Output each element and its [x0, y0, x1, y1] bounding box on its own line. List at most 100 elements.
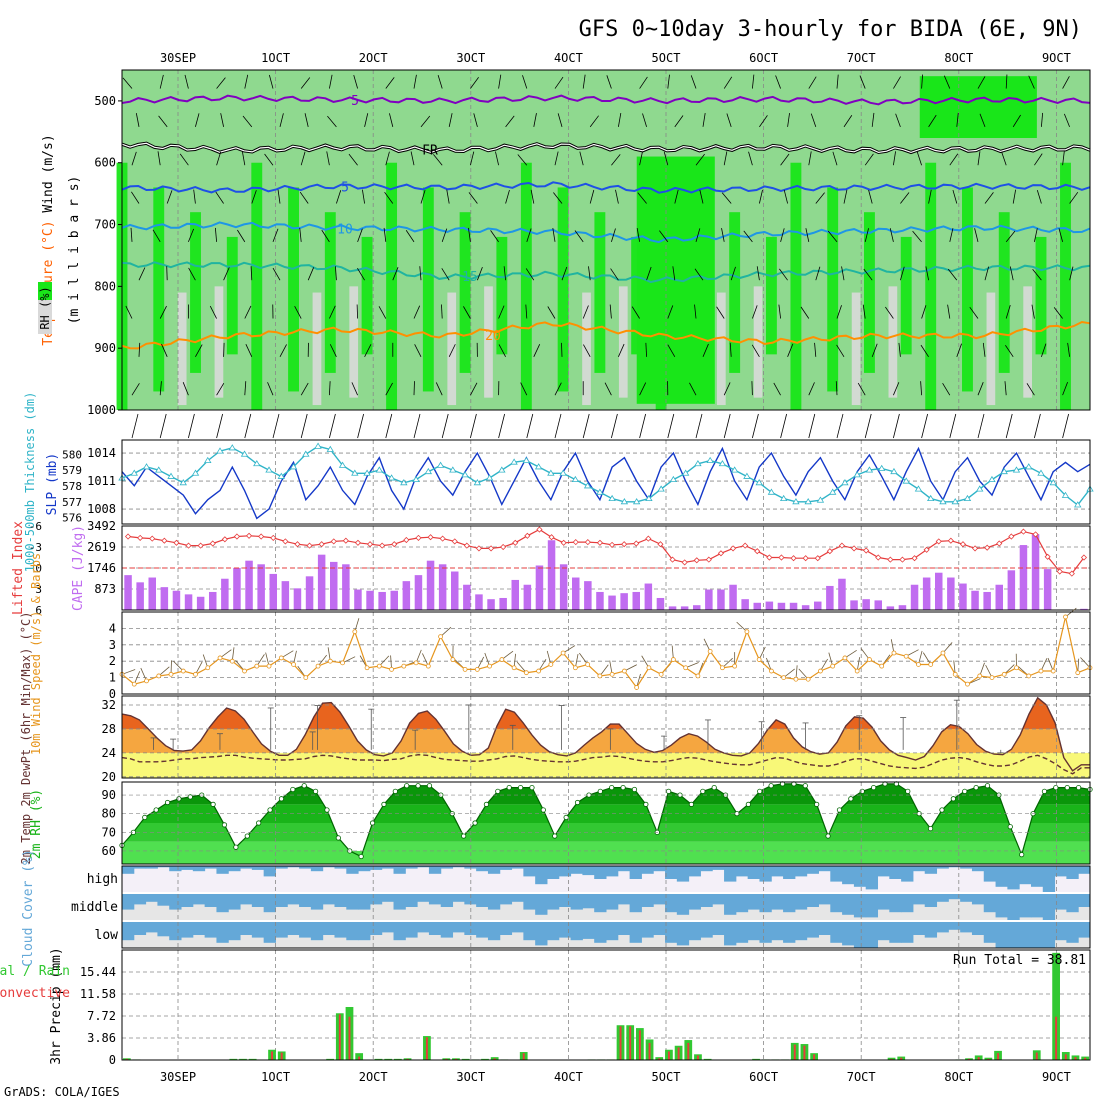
time-label-bottom: 1OCT	[261, 1070, 290, 1084]
rh-marker	[142, 814, 148, 821]
rh-marker	[540, 807, 546, 813]
cape-bar	[160, 587, 169, 610]
wind-marker	[536, 668, 542, 674]
wind-barb	[498, 344, 506, 358]
thickness-tick-label: 578	[62, 480, 82, 493]
wind-marker	[744, 629, 750, 635]
ylabel-mb: (m i l l i b a r s)	[67, 176, 82, 325]
thickness-marker	[449, 466, 457, 473]
wind-barb	[702, 112, 706, 127]
thickness-marker	[265, 466, 273, 473]
li-marker	[439, 535, 446, 542]
cloud-cell	[1042, 894, 1056, 920]
wind-marker	[781, 675, 787, 680]
wind-barb	[307, 267, 315, 281]
rh-moist-cell	[631, 236, 643, 355]
li-marker	[802, 555, 809, 562]
cape-bar	[450, 571, 459, 610]
cape-tick-label: 873	[94, 582, 116, 596]
wind-barb	[721, 228, 725, 242]
wind-barb	[636, 227, 640, 242]
wind-barb	[695, 228, 701, 242]
cloud-cell	[157, 866, 170, 868]
li-marker	[415, 534, 422, 541]
cloud-cell	[535, 922, 548, 946]
rh-tick-label: 90	[102, 788, 116, 802]
cloud-cell	[476, 922, 489, 938]
cape-bar	[148, 577, 157, 610]
wind-barb	[470, 382, 478, 396]
wind-tick-label: 0	[109, 687, 116, 701]
slp-tick-label: 1008	[87, 502, 116, 516]
thickness-marker	[253, 459, 261, 467]
precip-tick-label: 3.86	[87, 1031, 116, 1045]
wind-barb	[216, 77, 226, 89]
rh-marker	[1053, 784, 1059, 791]
rh2m-panel: 60 70 80 90 2m RH (%)	[29, 781, 1093, 865]
cloud-cell	[771, 922, 784, 941]
wind-barb	[589, 115, 599, 128]
cloud-cell	[971, 922, 985, 935]
cape-bar	[1031, 534, 1040, 610]
surface-wind-barb	[582, 413, 590, 439]
wind-barb	[268, 74, 274, 89]
li-tick-label: -6	[29, 520, 42, 533]
wind-marker	[769, 668, 774, 674]
contour-temp	[121, 221, 1091, 244]
thickness-marker	[302, 450, 310, 457]
wind-barb	[351, 382, 358, 396]
rh-marker	[290, 786, 296, 793]
cape-bar	[898, 605, 907, 610]
rh-marker	[984, 783, 991, 789]
li-marker	[1020, 528, 1027, 535]
wind-barb	[161, 343, 168, 357]
wind-marker	[793, 676, 799, 682]
rh-marker	[597, 788, 603, 794]
rh-marker	[301, 783, 307, 789]
wind-barb	[353, 74, 358, 89]
thickness-marker	[865, 466, 874, 473]
wind-marker	[389, 667, 394, 672]
wind-barb	[1062, 381, 1068, 396]
cloud-cell	[440, 866, 454, 869]
panel-border	[121, 525, 1091, 611]
rh-marker	[563, 814, 569, 821]
cape-bar	[342, 564, 350, 610]
cape-bar	[922, 577, 931, 610]
wind-barb	[982, 342, 986, 357]
thickness-marker	[976, 485, 984, 492]
thickness-marker	[841, 479, 849, 486]
wind-barb	[920, 344, 929, 358]
cloud-cell	[535, 866, 548, 885]
wind-barb	[773, 382, 781, 396]
thickness-marker	[498, 466, 506, 473]
cloud-cell	[487, 922, 501, 941]
li-marker	[875, 554, 882, 561]
surface-wind-barb	[1034, 413, 1041, 439]
rh-marker	[905, 788, 911, 794]
wind-barb	[179, 153, 189, 166]
li-marker	[1068, 570, 1075, 577]
rh-tick-label: 70	[102, 825, 116, 839]
cloud-cell	[936, 922, 949, 933]
wind-barb	[618, 343, 625, 357]
wind-barb	[615, 189, 619, 204]
wind-barb	[321, 229, 330, 243]
cloud-cell	[1019, 866, 1032, 885]
wind-marker	[916, 662, 921, 667]
cloud-cell	[582, 894, 595, 909]
wind-marker	[1001, 671, 1007, 677]
cloud-cell	[995, 894, 1008, 918]
wind-barb	[241, 151, 246, 166]
panel-border	[121, 695, 1091, 779]
surface-wind-barb	[159, 413, 167, 439]
rh-marker	[757, 788, 763, 794]
li-marker	[705, 556, 712, 563]
wind-barb	[385, 382, 393, 396]
wind-barb	[468, 227, 471, 242]
wind-marker	[487, 663, 492, 669]
rh-moist-cell	[1035, 236, 1047, 355]
thickness-marker	[155, 466, 163, 473]
wind-barb	[1069, 266, 1074, 281]
cloud-cell	[924, 866, 938, 874]
